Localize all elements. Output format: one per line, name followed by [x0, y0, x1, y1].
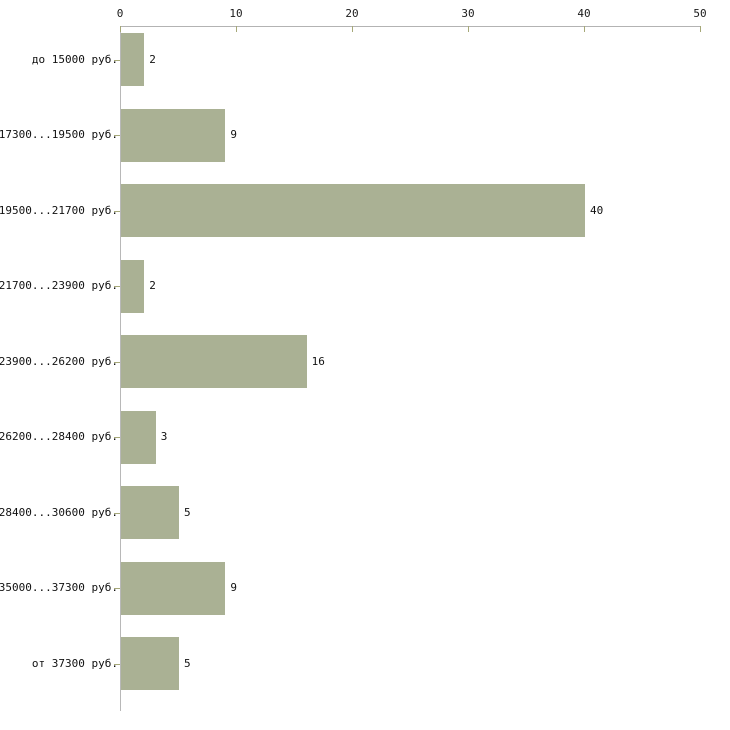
y-axis-tick	[114, 60, 120, 61]
x-axis-tick-label: 30	[461, 7, 475, 20]
bar-value-label: 3	[160, 430, 168, 443]
x-axis-tick-label: 50	[693, 7, 707, 20]
bar	[121, 259, 145, 313]
x-axis-tick	[700, 26, 701, 32]
bar	[121, 33, 145, 86]
bar	[121, 410, 156, 464]
bar-value-label: 2	[149, 279, 156, 292]
bar-value-label: 5	[184, 505, 191, 519]
y-axis-tick	[114, 588, 120, 589]
y-axis-tick	[114, 513, 120, 514]
bar	[121, 335, 307, 388]
category-label: 26200...28400 руб.	[0, 430, 118, 443]
bar	[121, 108, 226, 162]
bar	[121, 561, 226, 615]
bar	[121, 486, 179, 539]
category-label: 35000...37300 руб.	[0, 581, 118, 594]
x-axis-tick-label: 20	[345, 7, 359, 20]
x-axis-line	[120, 26, 700, 27]
y-axis-tick	[114, 437, 120, 438]
bar-value-label: 16	[311, 354, 325, 368]
y-axis-tick	[114, 286, 120, 287]
y-axis-tick	[114, 135, 120, 136]
y-axis-tick	[114, 211, 120, 212]
x-axis-tick	[120, 26, 121, 32]
category-label: 19500...21700 руб.	[0, 203, 118, 217]
x-axis-tick-label: 40	[577, 7, 591, 20]
category-label: 23900...26200 руб.	[0, 354, 118, 368]
bar	[121, 637, 179, 690]
bar-value-label: 5	[184, 656, 191, 670]
category-label: от 37300 руб.	[31, 656, 118, 670]
x-axis-tick	[352, 26, 353, 32]
category-label: до 15000 руб.	[31, 52, 118, 66]
bar-value-label: 9	[230, 128, 238, 141]
y-axis-tick	[114, 664, 120, 665]
category-label: 28400...30600 руб.	[0, 505, 118, 519]
y-axis-tick	[114, 362, 120, 363]
bar-value-label: 9	[230, 581, 238, 594]
x-axis-tick	[236, 26, 237, 32]
bar	[121, 184, 585, 237]
x-axis-tick	[468, 26, 469, 32]
category-label: 21700...23900 руб.	[0, 279, 118, 292]
bar-value-label: 40	[590, 203, 604, 217]
x-axis-tick-label: 10	[229, 7, 243, 20]
x-axis-tick-label: 0	[116, 7, 124, 20]
x-axis-tick	[584, 26, 585, 32]
bar-value-label: 2	[149, 52, 156, 66]
y-axis-line	[120, 26, 121, 711]
category-label: 17300...19500 руб.	[0, 128, 118, 141]
